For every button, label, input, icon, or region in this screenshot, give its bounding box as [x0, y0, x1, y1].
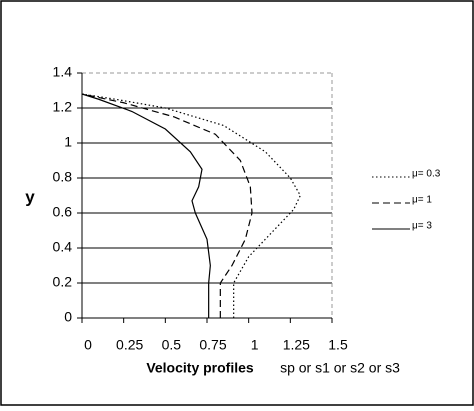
y-tick-label: 0.2 [53, 274, 73, 290]
x-axis-label-2: sp or s1 or s2 or s3 [280, 360, 400, 376]
y-tick-label: 0 [64, 309, 72, 325]
x-tick-label: 0.5 [162, 337, 182, 353]
x-tick-label: 0.25 [116, 337, 143, 353]
y-tick-label: 0.6 [53, 204, 73, 220]
x-tick-label: 1.5 [328, 337, 348, 353]
legend-label: μ= 1 [412, 195, 432, 206]
legend-label: μ= 3 [412, 221, 432, 232]
y-tick-label: 0.8 [53, 169, 73, 185]
y-tick-label: 1 [64, 134, 72, 150]
line-series [81, 93, 211, 318]
x-axis-label: Velocity profiles [146, 360, 254, 376]
y-axis-label: y [25, 187, 35, 206]
y-tick-label: 1.2 [53, 99, 73, 115]
legend-label: μ= 0.3 [412, 169, 441, 180]
y-tick-label: 1.4 [53, 64, 73, 80]
line-series [81, 93, 302, 318]
x-tick-label: 1 [251, 337, 259, 353]
line-series [81, 93, 253, 318]
x-tick-label: 0.75 [199, 337, 226, 353]
x-tick-label: 0 [84, 337, 92, 353]
x-tick-label: 1.25 [283, 337, 310, 353]
y-tick-label: 0.4 [53, 239, 73, 255]
